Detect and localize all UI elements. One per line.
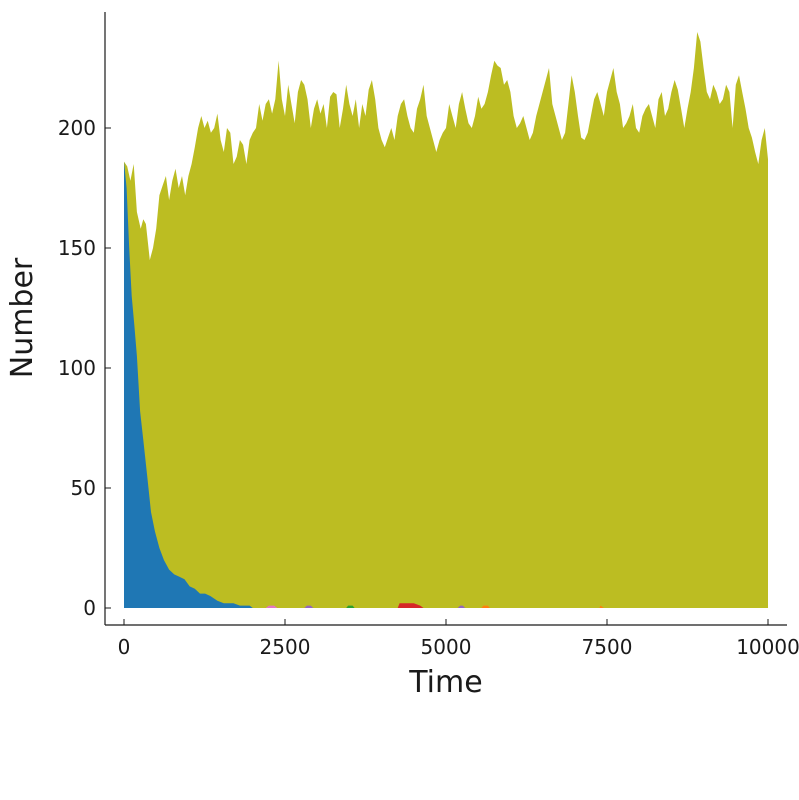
x-tick-label: 0 — [118, 635, 131, 659]
x-tick-label: 5000 — [421, 635, 472, 659]
y-tick-label: 150 — [58, 236, 96, 260]
x-axis-title: Time — [408, 665, 482, 700]
series-area-6 — [124, 32, 768, 608]
y-tick-label: 0 — [83, 596, 96, 620]
x-tick-label: 2500 — [260, 635, 311, 659]
y-axis-title: Number — [5, 257, 40, 378]
y-tick-label: 50 — [71, 476, 96, 500]
x-tick-label: 7500 — [582, 635, 633, 659]
x-ticks: 0 2500 5000 7500 10000 — [118, 619, 799, 659]
y-ticks: 0 50 100 150 200 — [58, 116, 111, 620]
y-tick-label: 200 — [58, 116, 96, 140]
plot-areas — [124, 32, 768, 608]
y-tick-label: 100 — [58, 356, 96, 380]
x-tick-label: 10000 — [736, 635, 799, 659]
